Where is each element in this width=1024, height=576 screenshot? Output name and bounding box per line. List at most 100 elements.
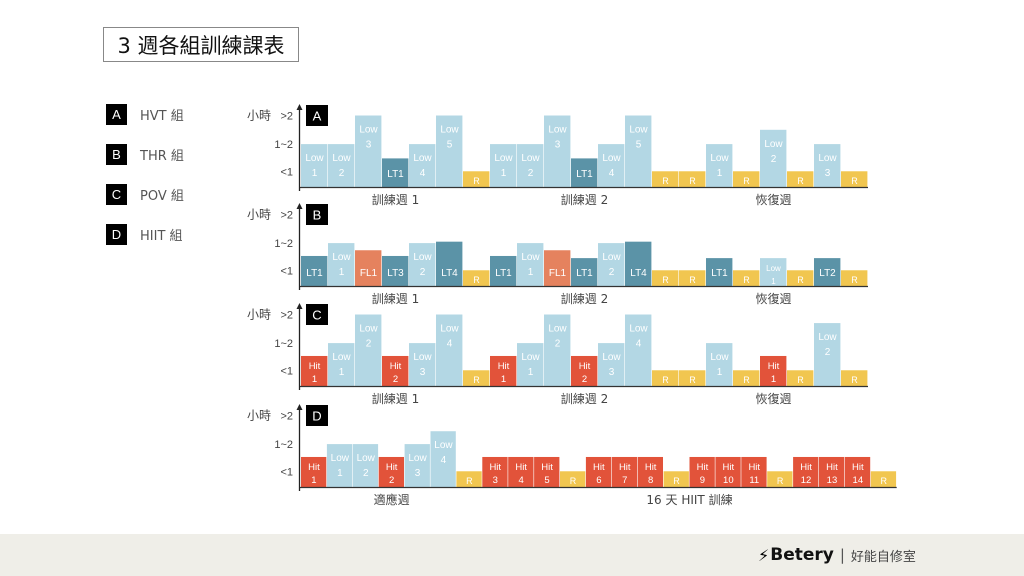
bar-number: 11 — [749, 475, 759, 486]
bar-hit — [715, 456, 741, 487]
bar-label: Low — [602, 252, 621, 263]
bar-low — [598, 144, 625, 187]
bar-number: 2 — [339, 168, 345, 179]
bar-label: Low — [766, 264, 781, 273]
bar-number: 1 — [771, 374, 776, 385]
legend-item-b: B THR 組 — [106, 143, 184, 165]
bar-number: 8 — [648, 475, 653, 486]
bar-number: 2 — [389, 475, 394, 486]
bar-number: 1 — [717, 367, 723, 378]
brand-logo: ⚡︎ Betery | 好能自修室 — [758, 545, 916, 565]
bar-r — [841, 270, 868, 286]
bar-label: Hit — [308, 462, 320, 473]
bar-hit — [301, 355, 328, 386]
bar-label: Hit — [697, 462, 709, 473]
bar-label: R — [743, 176, 750, 186]
footer-bar — [0, 534, 1024, 576]
bar-low — [544, 115, 571, 187]
bar-number: 1 — [501, 374, 506, 385]
bar-lt — [436, 241, 463, 286]
y-axis-unit: 小時 — [247, 308, 271, 322]
bar-label: Low — [548, 125, 567, 136]
bar-r — [679, 270, 706, 286]
bar-r — [560, 471, 586, 487]
week-label: 訓練週 2 — [561, 192, 608, 207]
bar-low — [490, 144, 517, 187]
bar-r — [841, 171, 868, 187]
bar-label: LT1 — [711, 268, 728, 279]
brand-separator: | — [839, 546, 845, 564]
bar-label: Low — [818, 332, 837, 343]
bar-number: 3 — [415, 468, 421, 479]
y-tick-label: 1~2 — [274, 338, 293, 350]
y-axis-arrow-icon — [296, 404, 303, 410]
bar-label: Low — [602, 352, 621, 363]
page-title: 3 週各組訓練課表 — [103, 27, 299, 62]
bar-low — [404, 444, 430, 487]
bar-low — [409, 243, 436, 286]
lightning-bolt-icon: ⚡︎ — [758, 545, 770, 565]
bar-r — [787, 370, 814, 386]
bar-r — [870, 471, 897, 487]
bar-fl — [355, 250, 382, 286]
bar-number: 2 — [771, 154, 777, 165]
bar-number: 2 — [582, 374, 587, 385]
week-label: 訓練週 1 — [372, 391, 419, 406]
bar-label: Low — [440, 125, 459, 136]
bar-hit — [382, 355, 409, 386]
bar-hit — [482, 456, 508, 487]
legend-item-a: A HVT 組 — [106, 103, 184, 125]
bar-label: LT3 — [387, 268, 404, 279]
bar-low — [706, 144, 733, 187]
legend-badge: B — [106, 143, 127, 165]
bar-hit — [793, 456, 819, 487]
bar-label: Hit — [748, 462, 760, 473]
bar-lt — [490, 255, 517, 286]
bar-label: R — [851, 176, 858, 186]
bar-r — [652, 171, 679, 187]
bar-label: Low — [305, 153, 324, 164]
bar-low — [814, 144, 841, 187]
bar-low — [352, 444, 379, 487]
bar-label: Low — [434, 440, 453, 451]
bar-number: 13 — [827, 475, 838, 486]
bar-hit — [301, 456, 327, 487]
y-tick-label: <1 — [280, 365, 293, 377]
bar-low — [328, 144, 355, 187]
bar-r — [652, 370, 679, 386]
bar-r — [733, 370, 760, 386]
bar-low — [301, 144, 328, 187]
bar-label: Hit — [826, 462, 838, 473]
bar-label: R — [473, 275, 480, 285]
bar-r — [456, 471, 482, 487]
bar-label: R — [881, 476, 888, 486]
bar-low — [430, 431, 456, 487]
bar-label: Hit — [723, 462, 735, 473]
bar-number: 3 — [420, 367, 426, 378]
bar-label: R — [466, 476, 473, 486]
bar-r — [787, 171, 814, 187]
bar-hit — [637, 456, 663, 487]
bar-number: 2 — [609, 267, 615, 278]
bar-low — [328, 243, 355, 286]
bar-hit — [571, 355, 598, 386]
bar-label: R — [689, 375, 696, 385]
bar-low — [544, 314, 571, 386]
y-axis-unit: 小時 — [247, 109, 271, 123]
bar-number: 4 — [420, 168, 426, 179]
bar-label: Low — [629, 125, 648, 136]
bar-number: 2 — [420, 267, 426, 278]
bar-label: Low — [331, 453, 350, 464]
bar-hit — [508, 456, 534, 487]
bar-r — [767, 471, 793, 487]
bar-number: 1 — [312, 168, 318, 179]
bar-low — [328, 343, 355, 386]
bar-label: Low — [332, 153, 351, 164]
bar-lt — [706, 258, 733, 286]
bar-label: Hit — [489, 462, 501, 473]
bar-label: Hit — [541, 462, 553, 473]
bar-label: Low — [818, 153, 837, 164]
week-label: 訓練週 1 — [372, 192, 419, 207]
y-tick-label: <1 — [280, 265, 293, 277]
bar-label: Low — [710, 352, 729, 363]
